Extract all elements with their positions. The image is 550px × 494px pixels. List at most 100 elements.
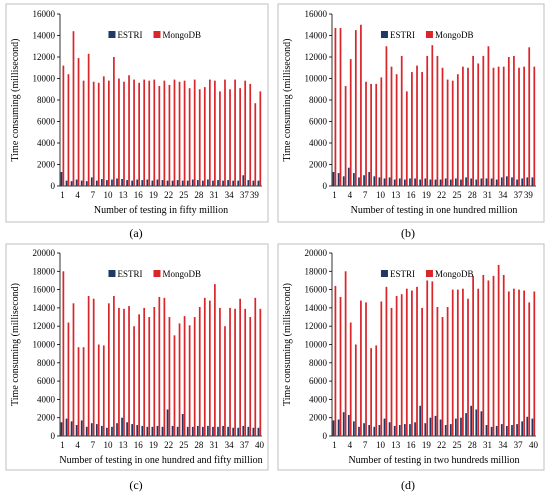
bar-estri xyxy=(95,424,98,436)
y-axis-title: Time consuming (millisecond) xyxy=(282,283,293,406)
y-tick-label: 12000 xyxy=(305,52,328,62)
legend-label-estri: ESTRI xyxy=(117,30,142,40)
bar-mongodb xyxy=(339,296,342,436)
x-tick-label: 28 xyxy=(468,440,478,450)
bar-mongodb xyxy=(234,79,236,186)
bar-estri xyxy=(202,426,204,436)
y-tick-label: 0 xyxy=(323,431,328,441)
bar-mongodb xyxy=(82,347,85,436)
bar-estri xyxy=(146,426,149,436)
bar-estri xyxy=(70,421,73,436)
y-tick-label: 0 xyxy=(323,181,328,191)
legend-label-mongodb: MongoDB xyxy=(162,269,201,279)
bar-mongodb xyxy=(158,296,161,436)
bar-estri xyxy=(247,426,250,436)
bar-mongodb xyxy=(497,264,500,436)
y-tick-label: 2000 xyxy=(37,413,56,423)
bar-estri xyxy=(95,180,98,186)
bar-estri xyxy=(378,177,381,186)
bar-estri xyxy=(511,177,513,186)
bar-mongodb xyxy=(395,74,398,186)
x-tick-label: 37 xyxy=(514,190,524,200)
x-tick-label: 40 xyxy=(255,440,265,450)
bar-estri xyxy=(80,180,83,186)
bar-estri xyxy=(75,425,78,436)
bar-mongodb xyxy=(138,82,140,186)
bar-mongodb xyxy=(395,296,398,436)
x-tick-label: 34 xyxy=(498,440,508,450)
bar-mongodb xyxy=(153,79,156,186)
bar-estri xyxy=(156,179,159,186)
bar-estri xyxy=(106,427,108,436)
bar-mongodb xyxy=(133,326,135,436)
bar-estri xyxy=(414,422,416,436)
y-tick-label: 0 xyxy=(51,431,56,441)
y-tick-label: 8000 xyxy=(309,358,328,368)
bar-estri xyxy=(232,427,235,436)
bar-mongodb xyxy=(102,345,105,436)
bar-estri xyxy=(252,180,255,186)
bar-estri xyxy=(398,178,401,186)
bar-estri xyxy=(455,178,457,186)
y-tick-label: 2000 xyxy=(37,160,56,170)
bar-mongodb xyxy=(487,46,490,186)
bar-mongodb xyxy=(107,80,110,186)
bar-estri xyxy=(171,180,174,186)
bar-estri xyxy=(146,179,149,186)
bar-mongodb xyxy=(224,79,226,186)
bar-estri xyxy=(511,425,513,436)
bar-estri xyxy=(217,180,219,186)
x-tick-label: 19 xyxy=(422,440,432,450)
bar-estri xyxy=(347,167,350,186)
chart-panel-2: 0 2000 4000 6000 8000 10000 12000 14000 16000 1 4 7… xyxy=(277,3,545,223)
bar-mongodb xyxy=(198,306,201,436)
bar-mongodb xyxy=(411,72,413,186)
y-tick-label: 12000 xyxy=(33,321,56,331)
bar-mongodb xyxy=(411,290,413,436)
bar-estri xyxy=(500,424,503,436)
bar-estri xyxy=(342,412,345,436)
x-tick-label: 4 xyxy=(348,190,353,200)
bar-estri xyxy=(388,422,391,436)
bar-mongodb xyxy=(239,88,241,186)
bar-estri xyxy=(388,177,391,186)
bar-mongodb xyxy=(477,288,480,436)
bar-estri xyxy=(151,180,154,186)
legend-label-estri: ESTRI xyxy=(117,269,142,279)
bar-mongodb xyxy=(446,79,449,186)
bar-mongodb xyxy=(163,80,166,186)
bar-estri xyxy=(181,180,184,186)
bar-estri xyxy=(176,426,179,436)
y-tick-label: 14000 xyxy=(305,31,328,41)
x-tick-label: 19 xyxy=(149,190,159,200)
x-tick-label: 28 xyxy=(468,190,478,200)
bar-estri xyxy=(495,425,498,436)
bar-mongodb xyxy=(67,74,70,186)
bar-estri xyxy=(196,425,199,436)
x-tick-label: 22 xyxy=(437,190,446,200)
bar-estri xyxy=(398,425,401,436)
bar-mongodb xyxy=(339,27,342,186)
y-tick-label: 4000 xyxy=(37,394,56,404)
bar-estri xyxy=(480,411,483,436)
x-tick-label: 19 xyxy=(149,440,159,450)
y-tick-label: 18000 xyxy=(33,266,56,276)
bar-estri xyxy=(434,415,437,436)
bar-mongodb xyxy=(249,83,252,186)
bar-estri xyxy=(358,177,360,186)
x-tick-label: 1 xyxy=(332,190,337,200)
x-tick-label: 16 xyxy=(134,190,144,200)
bar-estri xyxy=(521,421,524,436)
bar-mongodb xyxy=(92,298,95,436)
bar-mongodb xyxy=(334,285,337,436)
panel-caption: (d) xyxy=(401,478,415,492)
bar-mongodb xyxy=(513,288,515,436)
bar-estri xyxy=(368,425,371,436)
bar-estri xyxy=(252,427,255,436)
x-tick-label: 40 xyxy=(529,440,539,450)
bar-estri xyxy=(363,423,365,436)
x-tick-label: 10 xyxy=(103,440,113,450)
bar-estri xyxy=(141,180,144,186)
bar-estri xyxy=(222,180,224,186)
